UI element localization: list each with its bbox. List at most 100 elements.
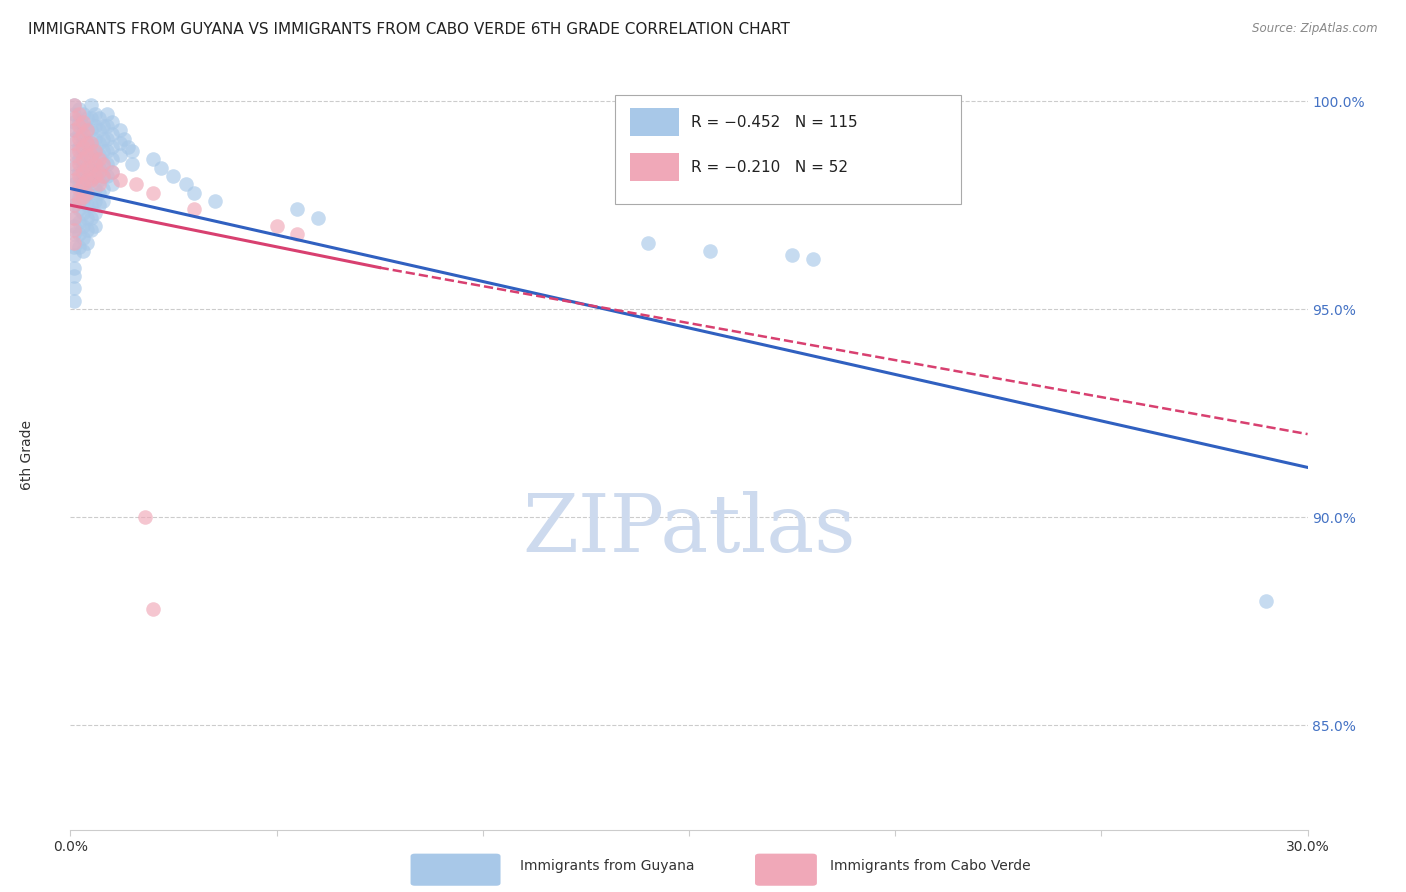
Point (72, 206, 94, 220)
Point (63, 248, 86, 262)
Point (72, 153, 94, 167)
Point (80, 161, 103, 175)
Point (63, 156, 86, 170)
Point (67, 181, 90, 195)
Point (63, 98, 86, 112)
Point (1256, 593, 1278, 607)
Point (63, 235, 86, 250)
Point (84, 156, 107, 170)
Point (63, 111, 86, 125)
Point (72, 181, 94, 195)
Point (91, 156, 114, 170)
Point (72, 106, 94, 120)
Point (67, 119, 90, 133)
Point (183, 202, 205, 217)
Point (76, 161, 98, 175)
Point (63, 260, 86, 275)
Point (63, 173, 86, 187)
Point (100, 115, 122, 129)
Point (63, 131, 86, 145)
Point (63, 123, 86, 137)
Point (142, 153, 165, 167)
Point (63, 219, 86, 233)
Text: Source: ZipAtlas.com: Source: ZipAtlas.com (1253, 22, 1378, 36)
Point (84, 181, 107, 195)
Point (67, 240, 90, 254)
Point (121, 156, 143, 170)
Point (80, 223, 103, 237)
Point (780, 248, 803, 262)
Point (63, 227, 86, 242)
FancyBboxPatch shape (614, 95, 962, 204)
Point (80, 173, 103, 187)
Point (84, 119, 107, 133)
Point (96, 131, 118, 145)
Point (91, 144, 114, 158)
Point (72, 119, 94, 133)
Bar (630, 153, 679, 181)
Point (162, 169, 184, 183)
Point (76, 123, 98, 137)
Point (76, 173, 98, 187)
Point (80, 136, 103, 150)
Point (67, 178, 90, 192)
Point (134, 510, 156, 524)
Point (63, 123, 86, 137)
Point (108, 148, 131, 162)
Point (80, 173, 103, 187)
Point (89, 165, 111, 179)
Point (63, 136, 86, 150)
Point (63, 161, 86, 175)
Point (67, 202, 90, 217)
Point (84, 131, 107, 145)
Point (76, 111, 98, 125)
Point (89, 161, 111, 175)
Point (67, 103, 90, 117)
Point (63, 190, 86, 204)
Point (76, 123, 98, 137)
Point (76, 235, 98, 250)
Point (285, 227, 308, 242)
Point (96, 156, 118, 170)
Point (76, 186, 98, 200)
Point (96, 144, 118, 158)
Point (67, 128, 90, 142)
Point (121, 144, 143, 158)
Point (84, 144, 107, 158)
Point (80, 186, 103, 200)
Point (63, 268, 86, 283)
Point (63, 198, 86, 212)
Point (91, 181, 114, 195)
Point (108, 173, 131, 187)
Point (100, 165, 122, 179)
Text: ZIPatlas: ZIPatlas (522, 491, 856, 569)
Point (174, 178, 197, 192)
Point (67, 215, 90, 229)
Point (96, 106, 118, 120)
Point (89, 136, 111, 150)
Point (80, 98, 103, 112)
Point (125, 178, 148, 192)
Point (183, 186, 205, 200)
Point (80, 211, 103, 225)
Point (80, 111, 103, 125)
Point (72, 169, 94, 183)
Point (91, 156, 114, 170)
Point (80, 198, 103, 212)
Point (67, 106, 90, 120)
Point (96, 169, 118, 183)
Point (76, 186, 98, 200)
Point (63, 211, 86, 225)
Point (67, 227, 90, 242)
Point (84, 219, 107, 233)
Point (72, 190, 94, 204)
Point (63, 148, 86, 162)
Point (89, 178, 111, 192)
Point (89, 123, 111, 137)
Point (63, 98, 86, 112)
Point (76, 148, 98, 162)
Point (72, 144, 94, 158)
Text: IMMIGRANTS FROM GUYANA VS IMMIGRANTS FROM CABO VERDE 6TH GRADE CORRELATION CHART: IMMIGRANTS FROM GUYANA VS IMMIGRANTS FRO… (28, 22, 790, 37)
Point (63, 198, 86, 212)
Point (91, 131, 114, 145)
